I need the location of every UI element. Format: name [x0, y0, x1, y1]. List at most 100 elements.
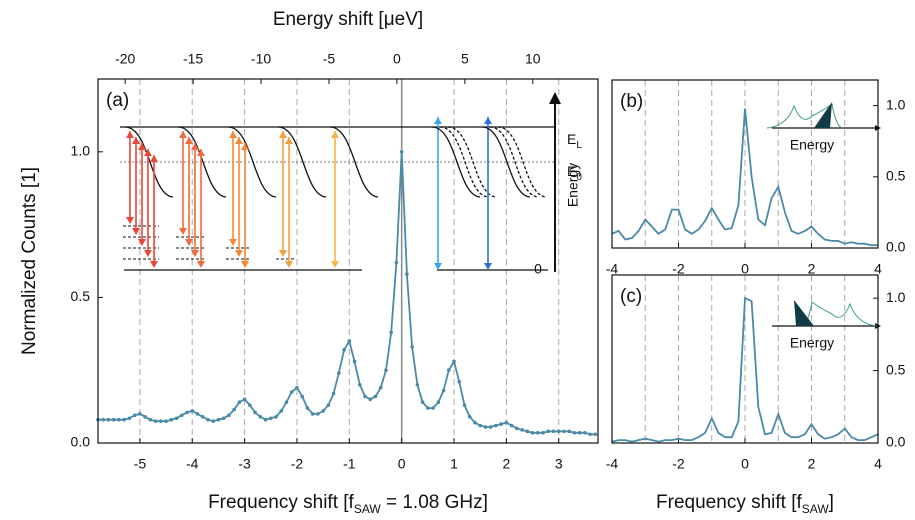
arrow-head: [185, 137, 193, 144]
inset-label: Energy: [790, 137, 834, 153]
axes-frame: [611, 274, 879, 444]
data-point: [153, 419, 158, 423]
data-point: [195, 412, 200, 416]
inset-envelope: [801, 301, 878, 327]
data-point: [399, 150, 404, 154]
data-point: [221, 416, 226, 421]
data-point: [258, 414, 263, 419]
arrow-head: [150, 155, 158, 162]
label-part: E: [567, 131, 576, 147]
arrow-head: [285, 261, 293, 268]
x-tick-label: 4: [874, 261, 882, 277]
arrow-head: [875, 125, 881, 131]
data-point: [148, 417, 153, 422]
data-point: [284, 400, 289, 405]
arrow-head: [229, 239, 237, 246]
data-point: [321, 409, 325, 413]
data-line: [611, 296, 879, 443]
x-tick-label: -4: [186, 456, 199, 472]
arrow-head: [235, 137, 243, 144]
level-label: E0: [567, 163, 582, 183]
data-point: [310, 412, 315, 416]
data-point: [164, 419, 168, 423]
x-tick-label: 0: [741, 261, 749, 277]
panel-label: (b): [620, 91, 643, 112]
data-point: [373, 394, 378, 399]
x-tick-label: -2: [672, 456, 685, 472]
data-point: [352, 359, 357, 364]
axis-label: Frequency shift [fSAW]: [656, 492, 834, 516]
data-point: [357, 382, 362, 387]
inset-peak: [814, 102, 832, 128]
data-point: [431, 406, 435, 410]
data-point: [106, 417, 111, 422]
arrow-head: [126, 217, 134, 224]
x-tick-label: 0: [398, 456, 406, 472]
x2-tick-label: -20: [115, 51, 135, 67]
data-point: [494, 423, 498, 428]
inset-label: Energy: [790, 335, 834, 351]
data-line: [98, 151, 596, 436]
potential-curve: [277, 126, 327, 198]
data-point: [279, 409, 284, 413]
x-tick-label: 2: [502, 456, 510, 472]
data-point: [111, 417, 116, 422]
data-point: [253, 410, 257, 415]
label-part: Frequency shift [f: [208, 492, 354, 513]
data-point: [378, 385, 383, 390]
data-point: [420, 400, 425, 405]
data-point: [488, 425, 493, 429]
data-point: [562, 429, 566, 434]
data-point: [237, 400, 242, 405]
arrow-head: [126, 131, 134, 138]
data-point: [426, 406, 430, 410]
data-point: [363, 394, 367, 399]
data-point: [132, 413, 137, 418]
arrow-head: [191, 143, 199, 150]
arrow-head: [285, 137, 293, 144]
data-point: [593, 432, 598, 437]
data-point: [232, 407, 236, 412]
label-part: Frequency shift [f: [656, 492, 802, 513]
panel-label: (a): [106, 90, 129, 111]
data-point: [515, 426, 519, 431]
data-point: [190, 409, 195, 413]
data-point: [200, 414, 205, 419]
data-point: [541, 431, 545, 435]
arrow-head: [138, 239, 146, 246]
top-axis-label: Energy shift [μeV]: [273, 9, 423, 30]
data-point: [415, 382, 420, 387]
arrow-head: [138, 143, 146, 150]
data-point: [462, 403, 467, 407]
data-point: [520, 428, 524, 432]
data-point: [509, 423, 514, 428]
x-tick-label: 4: [874, 456, 882, 472]
data-point: [143, 414, 147, 419]
y-tick-label: 1.0: [886, 289, 906, 305]
x-tick-label: 0: [741, 456, 749, 472]
x-tick-label: -2: [291, 456, 304, 472]
spectrum-inset: Energy: [772, 300, 881, 351]
arrow-head: [279, 250, 287, 257]
level-label: 0: [534, 261, 542, 277]
data-point: [410, 345, 414, 349]
data-point: [441, 388, 446, 393]
y-tick-label: 1.0: [71, 143, 91, 159]
data-point: [583, 431, 587, 435]
potential-curve: [227, 126, 277, 198]
data-point: [206, 417, 210, 422]
arrow-head: [241, 261, 249, 268]
data-point: [389, 330, 393, 335]
data-point: [248, 403, 252, 407]
data-point: [467, 414, 472, 419]
data-point: [556, 429, 561, 434]
arrow-head: [179, 131, 187, 138]
data-point: [347, 339, 352, 343]
spectrum-inset: Energy: [766, 102, 881, 153]
x-tick-label: -4: [606, 456, 619, 472]
y-tick-label: 0.5: [886, 361, 906, 377]
data-point: [530, 431, 535, 435]
label-part: E: [567, 163, 576, 179]
potential-curve: [497, 126, 547, 198]
potential-curve: [447, 126, 497, 198]
